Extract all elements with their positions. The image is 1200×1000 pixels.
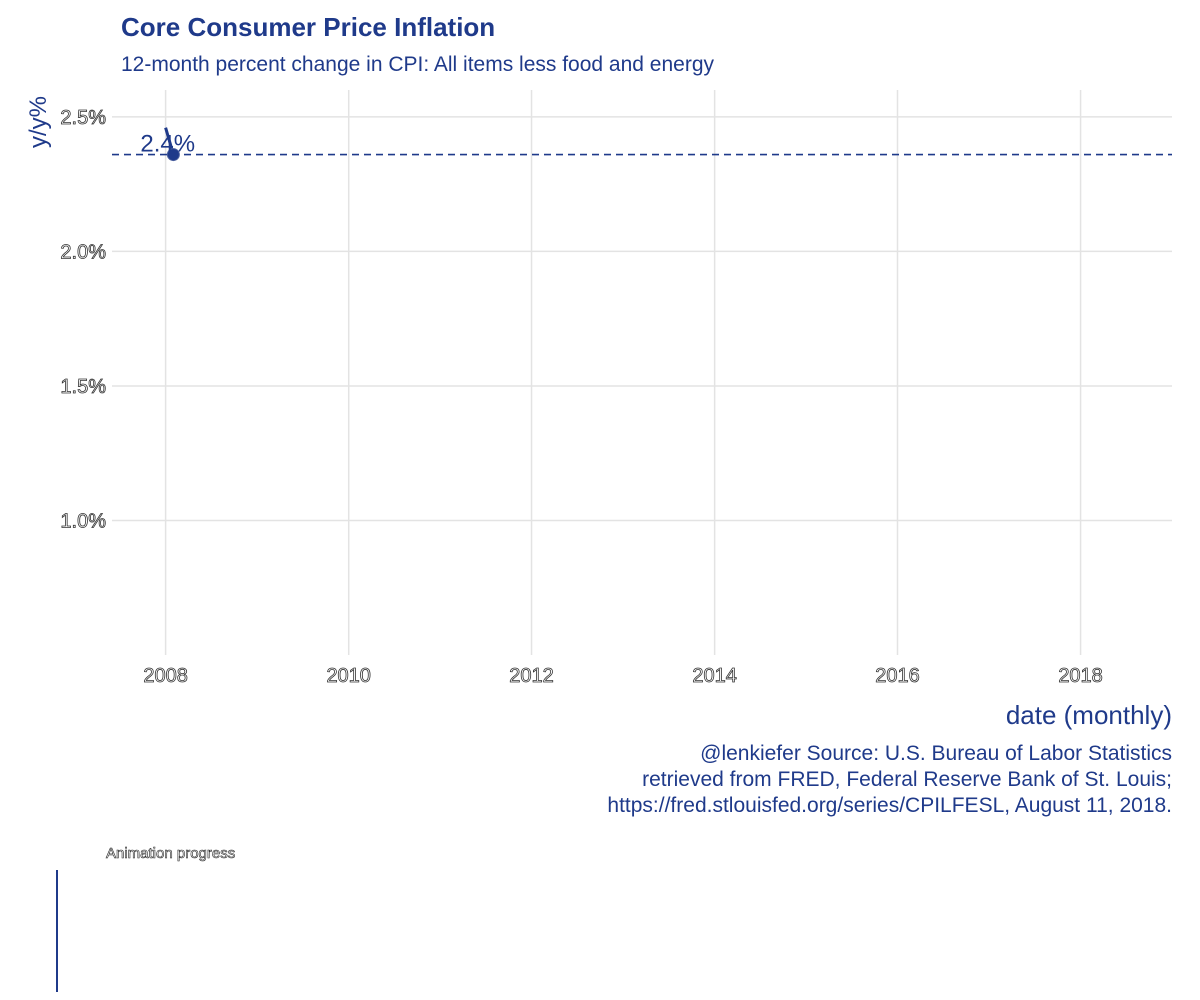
- y-tick-label: 2.0%: [60, 241, 106, 263]
- x-tick-label: 2016: [875, 665, 920, 687]
- x-tick-label: 2012: [509, 665, 554, 687]
- caption-line: retrieved from FRED, Federal Reserve Ban…: [642, 768, 1172, 791]
- current-point: [166, 148, 180, 162]
- chart-subtitle: 12-month percent change in CPI: All item…: [121, 53, 715, 76]
- x-tick-label: 2008: [143, 665, 188, 687]
- y-axis-ticks: 1.0% 1.5% 2.0% 2.5%: [60, 107, 107, 533]
- caption: @lenkiefer Source: U.S. Bureau of Labor …: [607, 741, 1172, 819]
- grid: [112, 90, 1172, 655]
- progress-bar: [56, 870, 1156, 992]
- series-group: [164, 127, 180, 162]
- x-axis-ticks: 2008 2010 2012 2014 2016 2018: [143, 665, 1103, 688]
- chart-title: Core Consumer Price Inflation: [121, 12, 496, 42]
- x-tick-label: 2010: [326, 665, 371, 687]
- line-chart: 2.4% 1.0%1.5%2.0%2.5% 2008 2010 2012 2014 20…: [25, 90, 1172, 688]
- x-tick-label: 2014: [692, 665, 737, 687]
- progress-label: Animation progress: [106, 845, 236, 863]
- caption-line: https://fred.stlouisfed.org/series/CPILF…: [607, 794, 1172, 817]
- y-tick-label: 1.5%: [60, 376, 106, 398]
- progress-fill: [56, 870, 58, 992]
- y-tick-label: 1.0%: [60, 510, 106, 532]
- x-tick-label: 2018: [1058, 665, 1103, 687]
- point-label: 2.4%: [140, 131, 195, 158]
- caption-line: @lenkiefer Source: U.S. Bureau of Labor …: [700, 742, 1172, 765]
- y-axis-label: y/y%: [25, 96, 52, 148]
- x-axis-label: date (monthly): [1005, 700, 1172, 730]
- y-tick-label: 2.5%: [60, 107, 106, 129]
